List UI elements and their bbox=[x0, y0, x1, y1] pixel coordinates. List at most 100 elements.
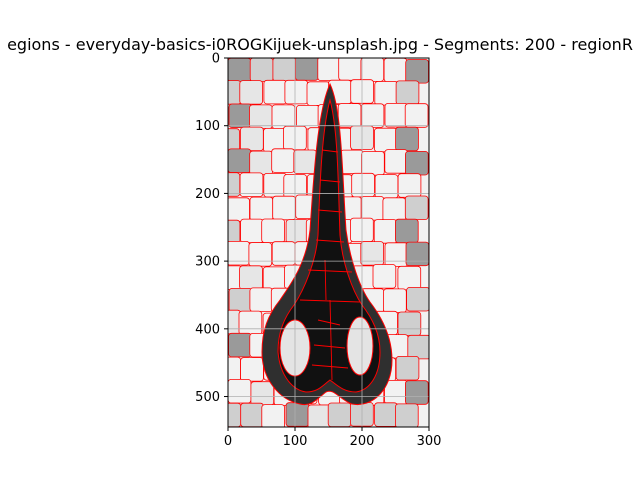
superpixel-cell bbox=[339, 149, 364, 175]
superpixel-cell bbox=[397, 265, 422, 291]
superpixel-cell bbox=[360, 241, 384, 266]
superpixel-cell bbox=[395, 403, 419, 427]
x-tick-label: 0 bbox=[224, 434, 232, 449]
superpixel-cell bbox=[384, 379, 408, 405]
superpixel-cell bbox=[317, 58, 341, 81]
chart-title: egions - everyday-basics-i0ROGKijuek-uns… bbox=[7, 35, 633, 54]
x-tick-label: 300 bbox=[417, 434, 442, 449]
superpixel-cell bbox=[406, 287, 429, 312]
superpixel-cell bbox=[374, 174, 399, 199]
superpixel-cell bbox=[228, 103, 253, 129]
superpixel-cell bbox=[249, 58, 274, 82]
superpixel-cell bbox=[228, 402, 242, 427]
x-tick-label: 200 bbox=[350, 434, 375, 449]
superpixel-cell bbox=[228, 356, 241, 382]
superpixel-cell bbox=[395, 80, 420, 105]
superpixel-cell bbox=[361, 151, 385, 176]
superpixel-cell bbox=[239, 265, 263, 290]
superpixel-cell bbox=[372, 264, 397, 289]
superpixel-cell bbox=[272, 58, 297, 82]
superpixel-cell bbox=[238, 310, 263, 336]
superpixel-cell bbox=[271, 148, 295, 173]
superpixel-cell bbox=[228, 265, 243, 290]
superpixel-cell bbox=[373, 219, 398, 244]
superpixel-cell bbox=[384, 103, 409, 128]
superpixel-cell bbox=[271, 241, 296, 266]
superpixel-cell bbox=[405, 241, 429, 267]
superpixel-cell bbox=[397, 311, 422, 337]
superpixel-cell bbox=[228, 80, 242, 105]
superpixel-cell bbox=[228, 197, 250, 222]
x-axis: 0 100 200 300 bbox=[224, 427, 442, 449]
superpixel-cell bbox=[249, 196, 274, 222]
superpixel-cell bbox=[248, 242, 273, 267]
x-tick-label: 100 bbox=[283, 434, 308, 449]
scissors-object bbox=[261, 82, 393, 406]
superpixel-cell bbox=[249, 104, 273, 129]
superpixel-cell bbox=[373, 127, 398, 153]
superpixel-cell bbox=[250, 381, 275, 406]
grid-lines bbox=[228, 58, 429, 427]
superpixel-cell bbox=[395, 355, 420, 381]
superpixel-cell bbox=[285, 219, 310, 244]
superpixel-cell bbox=[404, 103, 429, 128]
y-tick-label: 500 bbox=[195, 390, 220, 405]
plot-area bbox=[228, 58, 429, 427]
superpixel-cell bbox=[228, 148, 252, 173]
superpixel-cell bbox=[383, 58, 408, 83]
superpixel-cell bbox=[384, 149, 408, 174]
superpixel-cell bbox=[240, 218, 264, 244]
superpixel-cell bbox=[374, 402, 398, 427]
superpixel-cell bbox=[228, 58, 252, 83]
superpixel-cell bbox=[360, 103, 385, 128]
superpixel-cell bbox=[271, 104, 296, 129]
superpixel-cell bbox=[249, 150, 273, 176]
superpixel-cell bbox=[228, 379, 252, 404]
superpixel-cell bbox=[382, 197, 407, 222]
y-tick-label: 200 bbox=[195, 187, 220, 202]
superpixel-cell bbox=[404, 150, 429, 176]
superpixel-cell bbox=[383, 288, 407, 313]
superpixel-cell bbox=[307, 404, 332, 427]
inner-segment-lines bbox=[299, 149, 361, 381]
superpixel-cell bbox=[272, 195, 296, 221]
y-axis: 0 100 200 300 400 500 bbox=[195, 52, 228, 405]
y-tick-label: 300 bbox=[195, 255, 220, 270]
superpixel-cell bbox=[360, 58, 385, 82]
superpixel-cell bbox=[263, 79, 288, 105]
superpixel-cell bbox=[240, 357, 264, 382]
y-tick-label: 0 bbox=[212, 52, 220, 67]
superpixel-cell bbox=[249, 287, 274, 312]
y-tick-label: 400 bbox=[195, 322, 220, 337]
superpixel-cell bbox=[284, 79, 309, 105]
superpixel-cell bbox=[338, 58, 362, 81]
superpixel-cell bbox=[374, 81, 398, 106]
superpixel-cell bbox=[395, 126, 419, 152]
superpixel-cell bbox=[404, 380, 429, 405]
superpixel-cell bbox=[407, 334, 429, 360]
superpixel-cell bbox=[285, 402, 310, 427]
superpixel-cell bbox=[405, 59, 429, 84]
superpixel-cell bbox=[327, 402, 352, 427]
superpixel-cell bbox=[360, 196, 385, 221]
plot-frame bbox=[227, 57, 430, 428]
superpixel-cell bbox=[295, 58, 319, 81]
superpixel-cell bbox=[261, 404, 285, 427]
superpixel-cell bbox=[394, 218, 419, 244]
superpixel-cell bbox=[262, 266, 287, 291]
superpixel-cell bbox=[240, 402, 264, 427]
superpixel-cell bbox=[261, 218, 285, 244]
superpixel-cell bbox=[404, 195, 429, 221]
y-tick-label: 100 bbox=[195, 119, 220, 134]
superpixel-cell bbox=[228, 332, 252, 358]
superpixel-cell bbox=[293, 149, 317, 175]
superpixel-cell bbox=[384, 242, 409, 267]
superpixel-cell bbox=[228, 309, 241, 335]
superpixel-cell bbox=[239, 172, 264, 197]
superpixel-cell bbox=[337, 103, 362, 128]
superpixel-cell bbox=[228, 287, 253, 313]
right-handle-hole bbox=[346, 316, 374, 376]
superpixel-cell bbox=[240, 126, 264, 152]
superpixel-cell bbox=[239, 80, 264, 105]
